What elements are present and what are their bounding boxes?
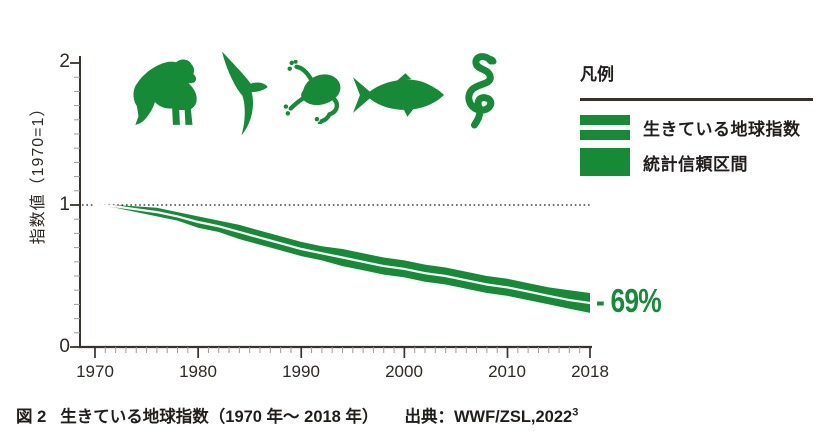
x-tick-label-1980: 1980 <box>179 362 217 381</box>
legend-divider <box>580 98 813 101</box>
x-tick-label-2018: 2018 <box>571 362 609 381</box>
lpi-line-swatch <box>580 115 630 140</box>
legend: 凡例 生きている地球指数 統計信頼区間 <box>580 60 813 184</box>
frog-icon <box>279 60 349 124</box>
gorilla-icon <box>129 56 209 128</box>
y-tick-label-0: 0 <box>59 336 70 357</box>
confidence-band-swatch <box>580 148 630 176</box>
x-tick-label-1970: 1970 <box>76 362 114 381</box>
decline-annotation: - 69% <box>596 282 662 319</box>
y-axis-title: 指数値（1970=1） <box>30 99 47 245</box>
snake-icon <box>452 52 510 134</box>
seabird-icon <box>213 49 275 137</box>
caption-title: 生きている地球指数（1970 年〜 2018 年） <box>60 408 379 426</box>
legend-label-confidence: 統計信頼区間 <box>643 154 748 174</box>
caption-fig-label: 図 2 <box>16 408 47 426</box>
caption-footnote-marker: 3 <box>572 406 579 419</box>
x-tick-label-2010: 2010 <box>488 362 526 381</box>
y-tick-label-2: 2 <box>59 51 70 72</box>
legend-title: 凡例 <box>580 65 614 84</box>
legend-item-confidence: 統計信頼区間 <box>580 148 813 176</box>
figure-caption: 図 2 生きている地球指数（1970 年〜 2018 年） 出典：WWF/ZSL,2… <box>16 403 578 427</box>
legend-label-lpi: 生きている地球指数 <box>643 120 801 139</box>
legend-item-lpi: 生きている地球指数 <box>580 115 813 140</box>
x-tick-label-1990: 1990 <box>282 362 320 381</box>
fish-icon <box>352 72 447 118</box>
caption-source: 出典：WWF/ZSL,2022 <box>404 408 573 426</box>
y-tick-label-1: 1 <box>59 194 70 215</box>
x-tick-label-2000: 2000 <box>385 362 423 381</box>
